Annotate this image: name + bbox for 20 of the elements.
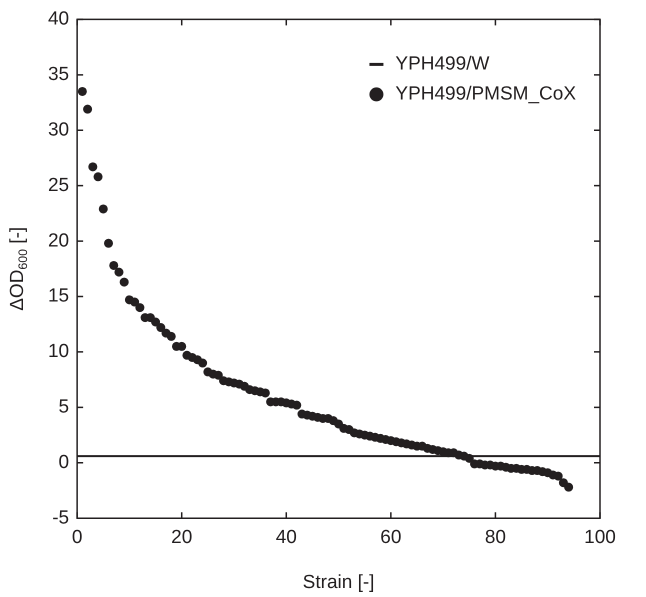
x-tick-label: 100: [584, 526, 616, 548]
y-tick-label: -5: [52, 507, 70, 528]
y-tick-label: 5: [58, 396, 70, 418]
y-tick-label: 35: [48, 64, 70, 86]
x-tick-label: 20: [171, 526, 192, 548]
legend-label: YPH499/PMSM_CoX: [395, 84, 576, 105]
y-axis-title: ΔOD600 [-]: [7, 226, 30, 311]
legend-label: YPH499/W: [395, 54, 490, 75]
y-tick-label: 10: [48, 341, 70, 362]
y-tick-label: 25: [48, 174, 70, 196]
x-tick-label: 40: [276, 526, 297, 548]
y-tick-label: 20: [48, 230, 70, 252]
x-tick-label: 60: [380, 526, 402, 548]
y-tick-label: 15: [48, 286, 70, 307]
x-axis-title: Strain [-]: [302, 572, 374, 594]
x-tick-label: 80: [484, 526, 506, 548]
y-tick-label: 40: [48, 8, 70, 30]
x-tick-label: 0: [72, 526, 82, 548]
y-tick-label: 30: [48, 119, 70, 140]
y-tick-label: 0: [58, 452, 70, 474]
